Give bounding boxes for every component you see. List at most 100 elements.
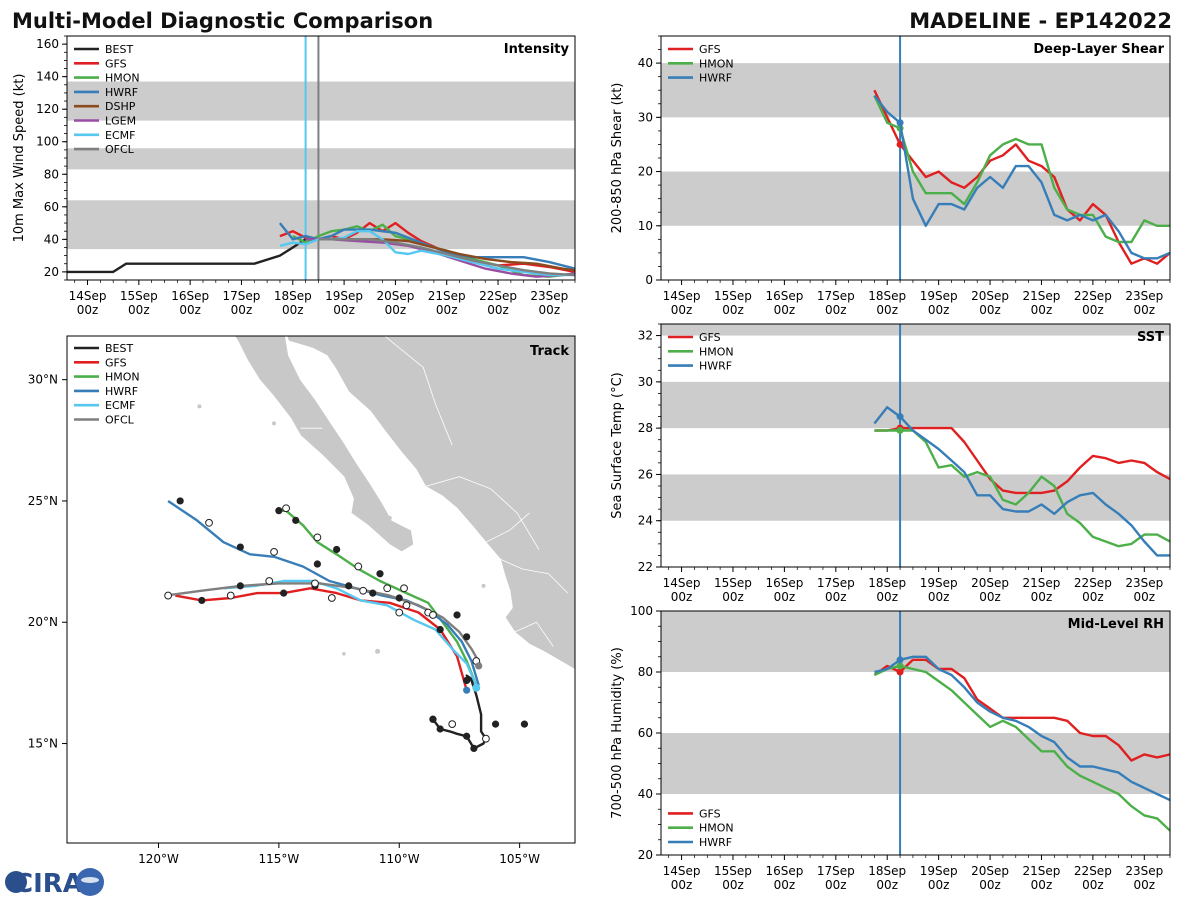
sst-xtick-day: 17Sep xyxy=(817,576,855,590)
track-marker-filled-19 xyxy=(292,516,300,524)
track-marker-filled-5 xyxy=(520,720,529,728)
logo-swirl xyxy=(81,877,99,883)
track-frame xyxy=(66,335,576,844)
track-marker-filled-20 xyxy=(275,507,283,515)
intensity-series-best xyxy=(67,238,307,274)
shear-ytick-label-20: 20 xyxy=(638,165,653,179)
rh-ytick-label-60: 60 xyxy=(638,726,653,740)
sst-series-gfs xyxy=(874,426,1170,495)
track-marker-open-10 xyxy=(226,591,235,600)
intensity-panel: 20 40 60 80 100 120 140 160 10m Max Wind Speed (… xyxy=(12,35,576,317)
intensity-legend-label-lgem: LGEM xyxy=(105,115,136,128)
intensity-legend-label-best: BEST xyxy=(105,43,133,56)
shear-xtick-hour: 00z xyxy=(1134,303,1156,317)
intensity-xtick-hour: 00z xyxy=(231,303,253,317)
rh-ytick-label-80: 80 xyxy=(638,665,653,679)
rh-init-marker-hwrf xyxy=(896,656,904,664)
shear-band-1 xyxy=(661,63,1170,118)
rh-xtick-hour: 00z xyxy=(1031,878,1053,892)
track-island-2 xyxy=(342,651,346,656)
rh-xtick-hour: 00z xyxy=(876,878,898,892)
rh-ylabel: 700-500 hPa Humidity (%) xyxy=(610,647,625,819)
track-marker-filled-6 xyxy=(463,676,471,685)
intensity-ytick-label-140: 140 xyxy=(36,70,59,84)
sst-xtick-day: 18Sep xyxy=(868,576,906,590)
rh-xtick-hour: 00z xyxy=(928,878,950,892)
intensity-xtick-day: 17Sep xyxy=(223,289,261,303)
intensity-xtick-hour: 00z xyxy=(282,303,304,317)
track-marker-filled-15 xyxy=(453,611,461,619)
track-marker-open-0 xyxy=(482,734,490,743)
sst-init-marker-hmon xyxy=(896,426,904,434)
shear-xtick-day: 17Sep xyxy=(817,289,855,303)
shear-series-hmon xyxy=(873,95,1170,244)
track-island-5 xyxy=(272,421,277,426)
sst-band-1 xyxy=(661,381,1170,429)
rh-xtick-day: 22Sep xyxy=(1074,864,1112,878)
shear-legend-label-hwrf: HWRF xyxy=(699,72,732,85)
track-marker-open-8 xyxy=(311,579,319,588)
shear-legend-label-hmon: HMON xyxy=(699,57,734,70)
sst-xtick-day: 21Sep xyxy=(1023,576,1061,590)
shear-xtick-day: 23Sep xyxy=(1125,289,1163,303)
intensity-xtick-day: 15Sep xyxy=(120,289,158,303)
sst-xtick-hour: 00z xyxy=(774,590,796,604)
intensity-series-ofcl xyxy=(318,238,575,277)
sst-ytick-label-28: 28 xyxy=(638,421,653,435)
rh-xtick-day: 15Sep xyxy=(714,864,752,878)
shear-frame xyxy=(660,35,1171,281)
intensity-xtick-day: 22Sep xyxy=(479,289,517,303)
track-marker-filled-7 xyxy=(436,625,444,634)
track-marker-filled-8 xyxy=(395,594,403,602)
rh-ytick-label-20: 20 xyxy=(638,848,653,862)
track-legend-label-best: BEST xyxy=(105,342,133,355)
track-legend-label-ecmf: ECMF xyxy=(105,399,135,412)
shear-ylabel: 200-850 hPa Shear (kt) xyxy=(610,83,625,234)
track-marker-filled-9 xyxy=(369,589,377,597)
sst-xtick-day: 14Sep xyxy=(663,576,701,590)
logo-text: CIRA xyxy=(14,869,83,899)
sst-legend-label-gfs: GFS xyxy=(699,331,721,344)
rh-series-gfs xyxy=(873,658,1170,762)
sst-title: SST xyxy=(1137,330,1164,345)
track-marker-open-16 xyxy=(270,547,278,556)
shear-ytick-label-10: 10 xyxy=(638,219,653,233)
shear-ytick-label-40: 40 xyxy=(638,56,653,70)
rh-legend-label-gfs: GFS xyxy=(699,807,721,820)
figure-title: Multi-Model Diagnostic Comparison xyxy=(12,9,433,33)
track-border-2 xyxy=(500,558,569,594)
intensity-legend-label-dshp: DSHP xyxy=(105,100,136,113)
rh-frame xyxy=(660,610,1171,856)
intensity-band-0 xyxy=(67,200,575,250)
shear-xtick-hour: 00z xyxy=(825,303,847,317)
track-hwrf xyxy=(167,500,480,686)
track-init-marker-ofcl xyxy=(475,662,483,670)
intensity-xtick-hour: 00z xyxy=(77,303,99,317)
shear-xtick-day: 15Sep xyxy=(714,289,752,303)
rh-xtick-hour: 00z xyxy=(774,878,796,892)
track-marker-filled-2 xyxy=(463,732,471,740)
intensity-ytick-label-120: 120 xyxy=(36,102,59,116)
rh-xtick-hour: 00z xyxy=(722,878,744,892)
sst-xtick-hour: 00z xyxy=(825,590,847,604)
sst-band-0 xyxy=(661,474,1170,521)
track-lines-group xyxy=(164,497,529,752)
shear-xtick-hour: 00z xyxy=(876,303,898,317)
intensity-xtick-day: 18Sep xyxy=(274,289,312,303)
shear-xtick-day: 16Sep xyxy=(765,289,803,303)
track-border-0 xyxy=(384,336,453,446)
shear-init-marker-hwrf xyxy=(896,119,904,127)
rh-ytick-label-100: 100 xyxy=(630,604,653,618)
rh-xtick-hour: 00z xyxy=(671,878,693,892)
shear-ytick-label-30: 30 xyxy=(638,110,653,124)
sst-series-hwrf xyxy=(873,406,1170,557)
sst-init-marker-hwrf xyxy=(896,413,904,421)
shear-title: Deep-Layer Shear xyxy=(1033,42,1164,57)
shear-xtick-hour: 00z xyxy=(979,303,1001,317)
track-marker-filled-21 xyxy=(313,560,321,568)
rh-xtick-hour: 00z xyxy=(1134,878,1156,892)
intensity-xtick-day: 19Sep xyxy=(325,289,363,303)
track-marker-open-11 xyxy=(164,591,173,600)
